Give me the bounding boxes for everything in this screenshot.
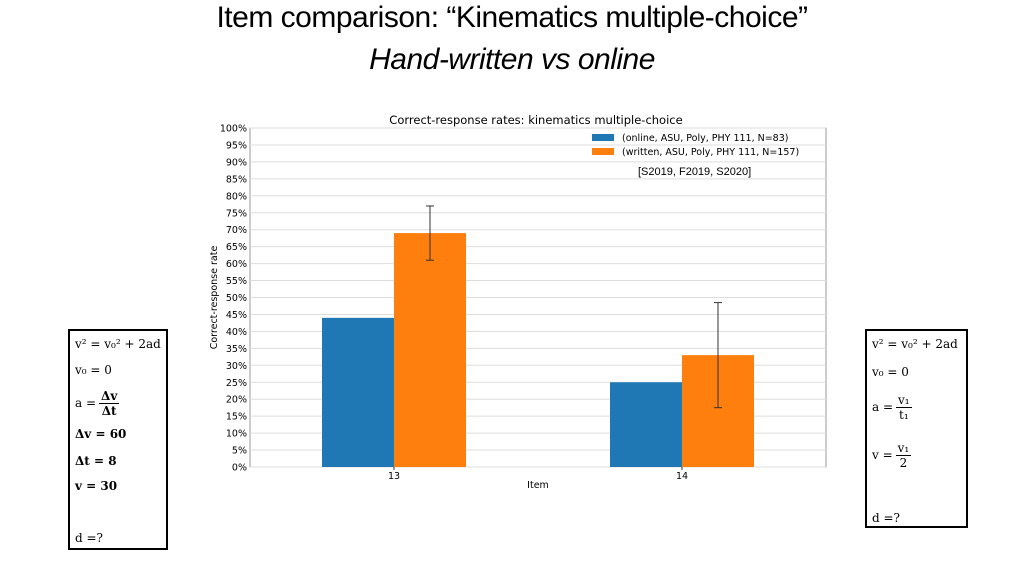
y-tick-label: 20%	[226, 395, 247, 406]
slide-subtitle: Hand-written vs online	[369, 43, 655, 76]
y-tick-label: 40%	[226, 327, 247, 338]
left-eq-delta-t: Δt = 8	[75, 454, 117, 468]
y-tick-label: 100%	[220, 124, 247, 135]
bar-online-item-14	[610, 382, 682, 467]
right-eq-v0: v₀ = 0	[872, 365, 909, 379]
legend-swatch-written	[592, 148, 614, 155]
y-tick-label: 65%	[226, 242, 247, 253]
left-eq-energy: v² = v₀² + 2ad	[75, 337, 161, 351]
x-tick-label: 14	[676, 471, 688, 482]
slide-title: Item comparison: “Kinematics multiple-ch…	[216, 1, 808, 34]
legend-label-written: (written, ASU, Poly, PHY 111, N=157)	[622, 147, 799, 158]
right-eq-acceleration: a = v₁ t₁	[872, 393, 912, 422]
y-tick-label: 0%	[232, 463, 247, 474]
left-equation-box: v² = v₀² + 2ad v₀ = 0 a = Δv Δt Δv = 60 Δt…	[68, 329, 168, 550]
y-tick-label: 25%	[226, 378, 247, 389]
left-eq-acceleration: a = Δv Δt	[75, 389, 120, 418]
y-tick-label: 35%	[226, 344, 247, 355]
x-axis-label: Item	[527, 480, 549, 491]
y-tick-label: 55%	[226, 276, 247, 287]
y-tick-label: 45%	[226, 310, 247, 321]
y-tick-label: 75%	[226, 208, 247, 219]
left-eq-v: v = 30	[75, 479, 118, 493]
y-tick-label: 85%	[226, 174, 247, 185]
y-tick-label: 15%	[226, 412, 247, 423]
bar-online-item-13	[322, 317, 394, 467]
y-tick-label: 80%	[226, 191, 247, 202]
bar-written-item-13	[394, 233, 466, 467]
left-eq-delta-v: Δv = 60	[75, 427, 127, 441]
left-eq-v0: v₀ = 0	[75, 363, 112, 377]
y-tick-label: 90%	[226, 157, 247, 168]
y-tick-label: 5%	[232, 446, 247, 457]
bar-chart: 0% 5% 10% 15% 20% 25% 30% 35% 40% 45% 50% 55% 60% 65%…	[209, 113, 827, 491]
y-tick-label: 60%	[226, 259, 247, 270]
y-tick-label: 95%	[226, 140, 247, 151]
y-tick-label: 30%	[226, 361, 247, 372]
chart-title: Correct-response rates: kinematics multi…	[389, 113, 682, 127]
y-tick-label: 10%	[226, 429, 247, 440]
legend-note: [S2019, F2019, S2020]	[638, 166, 751, 178]
right-equation-box: v² = v₀² + 2ad v₀ = 0 a = v₁ t₁ v = v₁ 2 d =…	[865, 329, 968, 528]
x-tick-label: 13	[388, 471, 400, 482]
right-eq-energy: v² = v₀² + 2ad	[872, 337, 958, 351]
y-tick-label: 70%	[226, 225, 247, 236]
legend-swatch-online	[592, 134, 614, 141]
y-tick-label: 50%	[226, 293, 247, 304]
right-eq-velocity: v = v₁ 2	[872, 441, 912, 470]
legend-label-online: (online, ASU, Poly, PHY 111, N=83)	[622, 133, 788, 144]
left-eq-unknown: d =?	[75, 531, 103, 545]
right-eq-unknown: d =?	[872, 511, 900, 525]
y-axis-label: Correct-response rate	[209, 246, 220, 350]
